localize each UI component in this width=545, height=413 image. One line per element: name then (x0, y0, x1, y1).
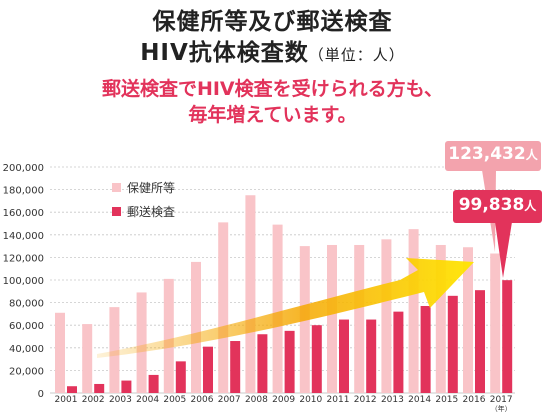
bar-mail-2015 (447, 295, 458, 393)
x-tick-label: 2012 (354, 395, 377, 405)
bar-mail-2007 (230, 341, 241, 393)
callout-health-center-unit: 人 (525, 148, 538, 162)
y-tick-label: 60,000 (9, 321, 44, 332)
callout-mail-unit: 人 (524, 199, 537, 213)
bar-mail-2012 (366, 319, 377, 393)
bar-mail-2001 (67, 386, 77, 393)
x-tick-label: 2001 (55, 395, 78, 405)
legend-swatch-health-center (112, 183, 121, 192)
x-tick-label: 2005 (163, 395, 186, 405)
bar-health-center-2013 (381, 239, 392, 393)
y-tick-label: 40,000 (9, 344, 44, 355)
x-tick-label: 2016 (463, 395, 486, 405)
x-tick-label: 2013 (381, 395, 404, 405)
x-tick-label: 2009 (272, 395, 295, 405)
bar-mail-2006 (203, 346, 213, 393)
y-tick-label: 200,000 (3, 163, 44, 174)
legend-label-mail: 郵送検査 (127, 204, 175, 219)
y-axis-labels: 0 20,000 40,000 60,000 80,000 100,000 120,000 1… (3, 163, 44, 400)
bar-mail-2011 (339, 319, 349, 393)
x-tick-label: 2006 (191, 395, 214, 405)
callout-mail-value: 99,838人 (453, 195, 542, 215)
bar-health-center-2009 (272, 224, 283, 393)
x-tick-label: 2007 (218, 395, 241, 405)
y-tick-label: 120,000 (3, 253, 44, 264)
x-axis-labels: 2001 2002 2003 2004 2005 2006 2007 2008 2009 2010… (55, 395, 513, 413)
legend-label-health-center: 保健所等 (127, 181, 175, 195)
chart-title-line2: HIV抗体検査数（単位：人） (0, 33, 545, 67)
bar-health-center-2015 (435, 244, 446, 393)
callout-health-center-value: 123,432人 (445, 144, 541, 164)
y-tick-label: 20,000 (9, 366, 44, 377)
bar-layer (55, 195, 513, 393)
chart-title-main: HIV抗体検査数 (140, 40, 309, 66)
y-tick-label: 0 (38, 389, 44, 400)
bar-health-center-2004 (136, 292, 147, 393)
x-tick-label: 2004 (136, 395, 159, 405)
bar-health-center-2017 (490, 253, 501, 393)
bar-mail-2002 (94, 383, 105, 393)
x-tick-label: 2014 (408, 395, 431, 405)
bar-mail-2004 (148, 374, 159, 393)
bar-health-center-2006 (191, 261, 201, 393)
bar-mail-2017 (502, 280, 513, 393)
x-tick-label: 2008 (245, 395, 268, 405)
legend: 保健所等 郵送検査 (112, 181, 175, 219)
callout-mail-number: 99,838 (458, 195, 525, 215)
y-tick-label: 140,000 (3, 231, 44, 242)
y-tick-label: 100,000 (3, 276, 44, 287)
bar-mail-2005 (175, 361, 186, 393)
trend-arrow (97, 258, 474, 358)
x-tick-label: 2011 (327, 395, 350, 405)
bar-mail-2003 (121, 380, 132, 393)
y-tick-label: 180,000 (3, 186, 44, 197)
bar-mail-2016 (475, 290, 485, 393)
legend-swatch-mail (112, 207, 121, 216)
chart-subtitle-line2: 毎年増えています。 (188, 104, 357, 126)
callout-health-center-number: 123,432 (448, 144, 526, 164)
y-tick-label: 160,000 (3, 208, 44, 219)
chart-title-line1: 保健所等及び郵送検査 (152, 9, 393, 35)
y-tick-label: 80,000 (9, 299, 44, 310)
chart-title-unit: （単位：人） (308, 46, 405, 64)
x-tick-label: 2002 (82, 395, 105, 405)
trend-arrow-shape (97, 258, 474, 358)
bar-health-center-2016 (463, 247, 473, 393)
bar-health-center-2008 (245, 195, 256, 393)
x-axis-unit: （年） (491, 404, 512, 413)
x-tick-label: 2010 (299, 395, 322, 405)
bar-health-center-2012 (354, 244, 365, 393)
chart-subtitle-line1: 郵送検査でHIV検査を受けられる方も、 (101, 78, 444, 100)
bar-health-center-2007 (218, 222, 229, 393)
bar-mail-2010 (311, 325, 322, 393)
bar-health-center-2002 (82, 324, 93, 393)
bar-mail-2013 (393, 311, 404, 393)
callout-mail (453, 190, 542, 278)
bar-mail-2008 (257, 334, 268, 393)
x-tick-label: 2015 (435, 395, 458, 405)
x-tick-label: 2017 (490, 395, 513, 405)
bar-mail-2014 (420, 305, 431, 393)
bar-health-center-2003 (109, 307, 120, 393)
x-tick-label: 2003 (109, 395, 132, 405)
bar-mail-2009 (284, 330, 295, 393)
bar-health-center-2011 (327, 244, 337, 393)
bar-health-center-2001 (55, 312, 65, 393)
bar-health-center-2005 (163, 278, 174, 393)
bar-health-center-2014 (408, 229, 419, 393)
